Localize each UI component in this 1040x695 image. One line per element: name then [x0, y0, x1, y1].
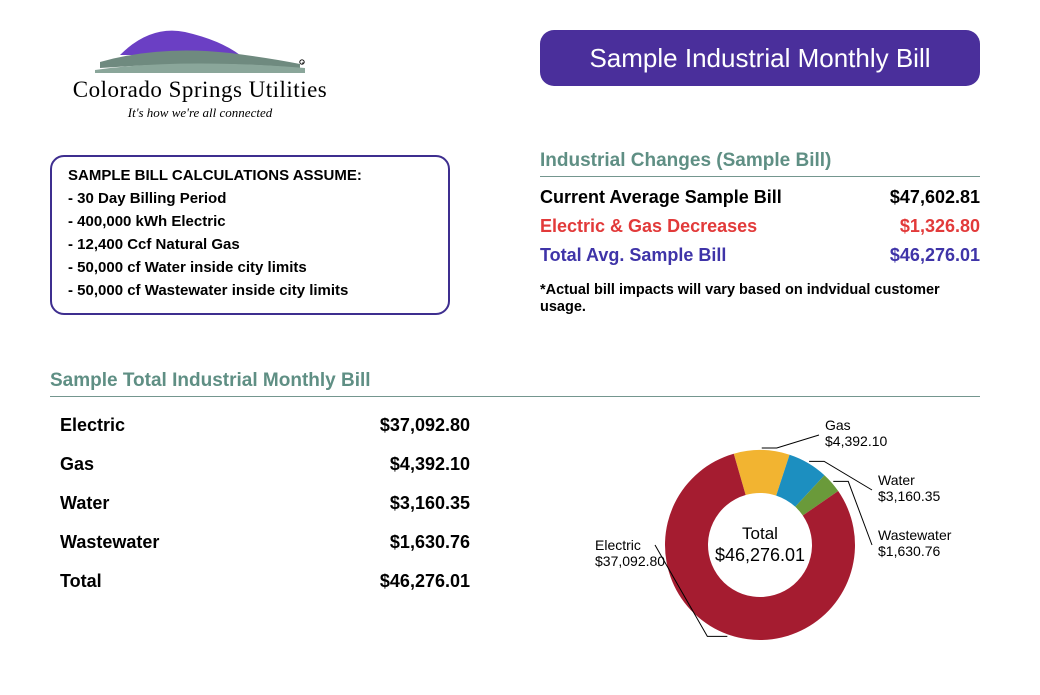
breakdown-row-label: Gas — [50, 454, 94, 475]
breakdown-row-value: $4,392.10 — [390, 454, 470, 475]
breakdown-row-label: Wastewater — [50, 532, 159, 553]
assumption-item: - 50,000 cf Wastewater inside city limit… — [68, 282, 432, 299]
changes-row-label: Total Avg. Sample Bill — [540, 245, 726, 266]
changes-block: Industrial Changes (Sample Bill) Current… — [540, 150, 980, 315]
breakdown-row-value: $3,160.35 — [390, 493, 470, 514]
breakdown-table: Electric $37,092.80 Gas $4,392.10 Water $3,16… — [50, 415, 470, 592]
changes-row: Electric & Gas Decreases $1,326.80 — [540, 216, 980, 237]
donut-callout-label: Gas — [825, 417, 851, 433]
breakdown-row: Wastewater $1,630.76 — [50, 532, 470, 553]
logo-block: R Colorado Springs Utilities It's how we… — [50, 20, 350, 121]
breakdown-row-value: $46,276.01 — [380, 571, 470, 592]
changes-row-label: Electric & Gas Decreases — [540, 216, 757, 237]
donut-center-value: $46,276.01 — [715, 545, 805, 565]
assumption-item: - 12,400 Ccf Natural Gas — [68, 236, 432, 253]
assumption-item: - 50,000 cf Water inside city limits — [68, 259, 432, 276]
breakdown-row-label: Water — [50, 493, 109, 514]
donut-chart: Total $46,276.01 Electric$37,092.80 Gas$4,3… — [560, 410, 990, 680]
donut-callout-label: Wastewater — [878, 527, 952, 543]
breakdown-row-label: Total — [50, 571, 102, 592]
changes-row-value: $46,276.01 — [890, 245, 980, 266]
changes-row-label: Current Average Sample Bill — [540, 187, 782, 208]
assumptions-box: SAMPLE BILL CALCULATIONS ASSUME: - 30 Da… — [50, 155, 450, 315]
breakdown-row: Electric $37,092.80 — [50, 415, 470, 436]
breakdown-row-value: $1,630.76 — [390, 532, 470, 553]
breakdown-row-label: Electric — [50, 415, 125, 436]
donut-callout-amount: $3,160.35 — [878, 488, 940, 504]
changes-row-value: $47,602.81 — [890, 187, 980, 208]
donut-callout-amount: $1,630.76 — [878, 543, 940, 559]
logo-mountains-icon: R — [90, 20, 310, 75]
donut-callout-label: Electric — [595, 537, 641, 553]
donut-callout-label: Water — [878, 472, 915, 488]
breakdown-header: Sample Total Industrial Monthly Bill — [50, 370, 980, 397]
assumptions-header: SAMPLE BILL CALCULATIONS ASSUME: — [68, 167, 432, 184]
donut-center-label: Total — [742, 524, 778, 543]
breakdown-row: Gas $4,392.10 — [50, 454, 470, 475]
assumption-item: - 30 Day Billing Period — [68, 190, 432, 207]
changes-row: Total Avg. Sample Bill $46,276.01 — [540, 245, 980, 266]
page-title-text: Sample Industrial Monthly Bill — [589, 43, 930, 74]
donut-callout-amount: $37,092.80 — [595, 553, 665, 569]
logo-tagline: It's how we're all connected — [50, 105, 350, 121]
changes-footnote: *Actual bill impacts will vary based on … — [540, 282, 980, 315]
changes-header: Industrial Changes (Sample Bill) — [540, 150, 980, 177]
breakdown-row: Water $3,160.35 — [50, 493, 470, 514]
breakdown-row: Total $46,276.01 — [50, 571, 470, 592]
assumption-item: - 400,000 kWh Electric — [68, 213, 432, 230]
changes-row: Current Average Sample Bill $47,602.81 — [540, 187, 980, 208]
logo-company-name: Colorado Springs Utilities — [50, 77, 350, 103]
donut-callout-amount: $4,392.10 — [825, 433, 887, 449]
changes-row-value: $1,326.80 — [900, 216, 980, 237]
breakdown-row-value: $37,092.80 — [380, 415, 470, 436]
page-title-bar: Sample Industrial Monthly Bill — [540, 30, 980, 86]
